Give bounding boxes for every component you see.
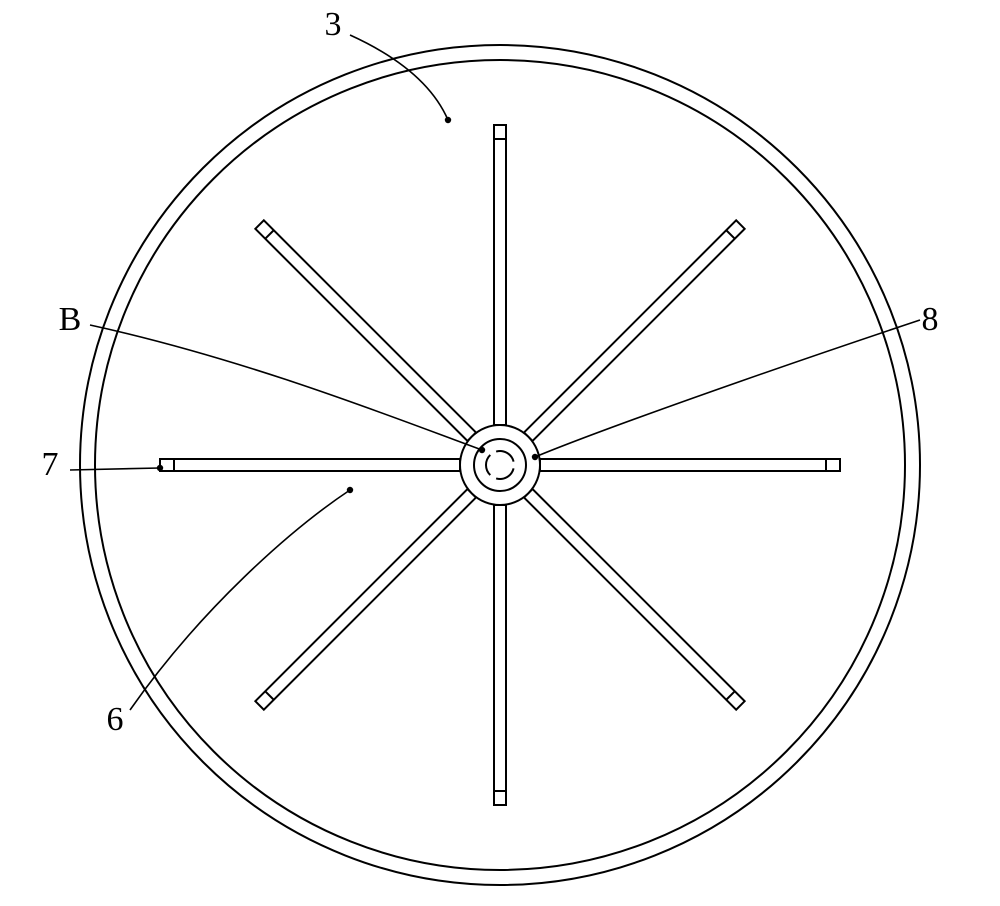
- label-B: B: [59, 301, 82, 338]
- leader-dot-B: [479, 447, 485, 453]
- label-8: 8: [922, 301, 939, 338]
- leader-8: [535, 320, 920, 457]
- spoke-4: [160, 459, 460, 471]
- leader-7: [70, 468, 160, 470]
- leader-3: [350, 35, 448, 120]
- spoke-1: [524, 489, 745, 710]
- leader-dot-3: [445, 117, 451, 123]
- label-7: 7: [42, 446, 59, 483]
- hub-inner: [474, 439, 526, 491]
- leader-dot-6: [347, 487, 353, 493]
- spoke-7: [524, 220, 745, 441]
- leader-dot-7: [157, 465, 163, 471]
- label-3: 3: [325, 6, 342, 43]
- label-6: 6: [107, 701, 124, 738]
- leader-6: [130, 490, 350, 710]
- spoke-6: [494, 125, 506, 425]
- spoke-2: [494, 505, 506, 805]
- leader-dot-8: [532, 454, 538, 460]
- spoke-3: [255, 489, 476, 710]
- spoke-0: [540, 459, 840, 471]
